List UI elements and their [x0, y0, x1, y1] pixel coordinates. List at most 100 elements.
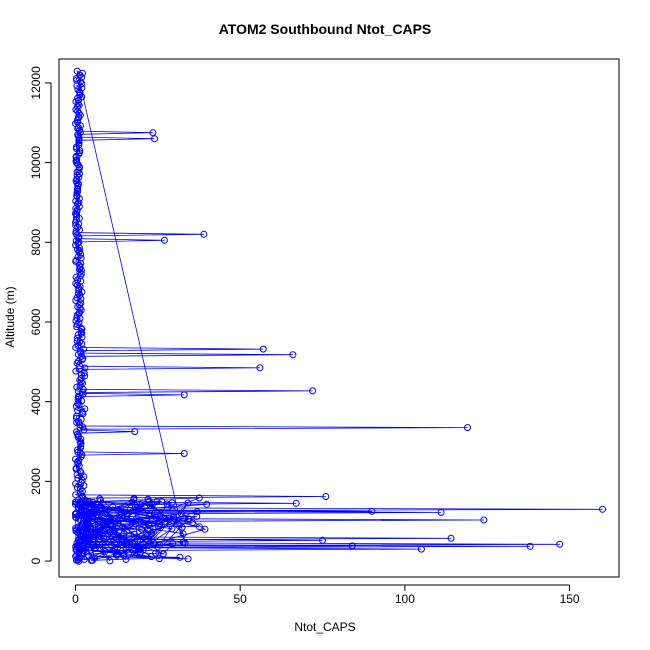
data-point: [133, 543, 141, 550]
data-point: [111, 540, 119, 548]
data-point: [200, 230, 208, 238]
data-point: [85, 509, 93, 517]
data-point: [322, 493, 330, 500]
data-point: [170, 513, 177, 521]
data-point: [259, 345, 267, 353]
data-point: [84, 499, 92, 507]
data-point: [184, 499, 192, 507]
data-point: [108, 519, 115, 527]
data-point: [556, 540, 564, 548]
y-tick-label: 10000: [29, 146, 43, 180]
data-point: [73, 484, 81, 491]
excursion-line: [82, 547, 422, 552]
data-point: [143, 532, 151, 540]
data-point: [73, 359, 81, 367]
data-point: [131, 428, 139, 436]
data-point: [155, 555, 163, 563]
data-point: [100, 534, 108, 542]
data-point: [201, 525, 209, 533]
data-point: [178, 523, 186, 531]
data-point: [599, 505, 606, 513]
data-point: [72, 455, 79, 463]
data-point: [81, 405, 89, 413]
data-point: [74, 103, 81, 111]
data-point: [165, 514, 173, 522]
data-point: [145, 512, 153, 520]
data-point: [96, 495, 104, 503]
data-point: [78, 352, 86, 360]
data-point: [155, 520, 163, 528]
excursion-line: [84, 538, 323, 543]
data-point: [256, 364, 264, 372]
data-point: [169, 540, 177, 547]
data-point: [168, 525, 176, 533]
data-point: [189, 519, 197, 527]
data-point: [80, 369, 88, 377]
x-tick-label: 50: [233, 592, 247, 606]
data-point: [133, 514, 141, 522]
data-point: [176, 553, 184, 561]
excursion-line: [81, 388, 313, 393]
data-point: [73, 545, 81, 553]
data-point: [122, 555, 130, 563]
y-tick-label: 6000: [29, 308, 43, 335]
data-point: [319, 536, 326, 544]
data-point: [144, 495, 152, 503]
data-point: [84, 537, 92, 545]
data-point: [184, 555, 192, 563]
data-point: [81, 372, 89, 380]
data-point: [85, 552, 93, 560]
data-point: [73, 213, 80, 221]
data-point: [123, 527, 131, 535]
data-point: [73, 175, 81, 183]
data-point: [75, 462, 83, 470]
excursion-line: [81, 365, 260, 370]
data-point: [72, 510, 79, 518]
excursion-line: [84, 518, 484, 522]
data-point: [123, 515, 131, 523]
data-point: [123, 541, 131, 549]
data-point: [119, 523, 127, 531]
data-point: [72, 491, 80, 499]
data-point: [76, 268, 84, 276]
data-point: [150, 539, 158, 546]
data-point: [348, 542, 356, 550]
data-point: [292, 499, 300, 507]
data-point: [79, 503, 87, 510]
axes-layer: 0 50 100 150 0 2000 4000 6000 8000 10000 12000: [29, 66, 580, 606]
data-point: [76, 489, 84, 497]
data-point: [72, 204, 80, 212]
y-tick-label: 0: [29, 557, 43, 564]
data-point: [78, 476, 86, 484]
data-point: [77, 277, 85, 285]
data-point: [76, 88, 83, 96]
data-point: [148, 530, 156, 538]
excursion-line: [78, 136, 155, 141]
data-point: [77, 442, 85, 450]
excursion-line: [78, 232, 204, 237]
data-point: [131, 504, 139, 511]
data-point: [73, 321, 81, 329]
data-point: [180, 391, 188, 399]
excursion-line: [80, 347, 264, 352]
data-point: [193, 508, 201, 516]
data-point: [152, 549, 159, 557]
data-point: [76, 545, 84, 553]
data-point: [153, 497, 161, 505]
data-point: [73, 383, 81, 391]
excursion-line: [84, 510, 442, 515]
data-point: [74, 161, 82, 168]
data-point: [195, 494, 203, 502]
data-point: [77, 78, 84, 86]
x-axis-label: Ntot_CAPS: [294, 620, 356, 634]
data-point: [72, 157, 80, 165]
excursion-line: [81, 352, 293, 357]
data-point: [160, 236, 168, 244]
data-point: [97, 518, 105, 526]
data-point: [72, 344, 80, 351]
data-point: [106, 557, 114, 565]
data-point: [437, 508, 445, 516]
data-point: [130, 495, 138, 502]
data-point: [84, 522, 92, 530]
